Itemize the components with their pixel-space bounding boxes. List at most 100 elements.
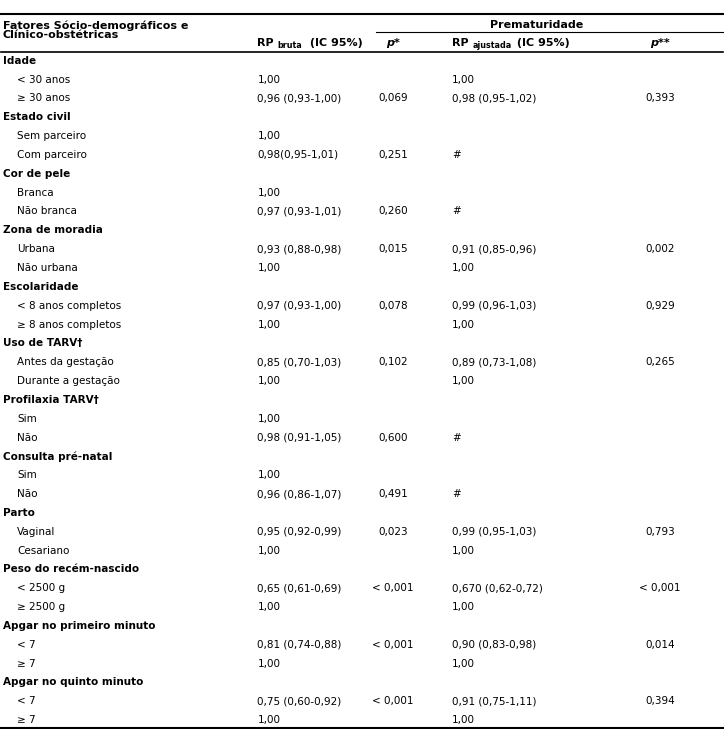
Text: Sim: Sim: [17, 414, 37, 424]
Text: 0,491: 0,491: [378, 489, 408, 499]
Text: < 7: < 7: [17, 696, 36, 706]
Text: Apgar no primeiro minuto: Apgar no primeiro minuto: [3, 621, 156, 631]
Text: 1,00: 1,00: [452, 658, 475, 668]
Text: Sem parceiro: Sem parceiro: [17, 131, 86, 141]
Text: 0,393: 0,393: [645, 93, 675, 104]
Text: Apgar no quinto minuto: Apgar no quinto minuto: [3, 677, 143, 687]
Text: Peso do recém-nascido: Peso do recém-nascido: [3, 564, 139, 574]
Text: < 7: < 7: [17, 640, 36, 650]
Text: 0,078: 0,078: [378, 300, 408, 311]
Text: 1,00: 1,00: [452, 602, 475, 612]
Text: Fatores Sócio-demográficos e: Fatores Sócio-demográficos e: [3, 20, 188, 31]
Text: (IC 95%): (IC 95%): [306, 38, 363, 47]
Text: Vaginal: Vaginal: [17, 527, 56, 537]
Text: bruta: bruta: [277, 42, 303, 50]
Text: 0,99 (0,96-1,03): 0,99 (0,96-1,03): [452, 300, 536, 311]
Text: ≥ 30 anos: ≥ 30 anos: [17, 93, 70, 104]
Text: Cesariano: Cesariano: [17, 545, 70, 555]
Text: Branca: Branca: [17, 187, 54, 198]
Text: 0,98 (0,95-1,02): 0,98 (0,95-1,02): [452, 93, 536, 104]
Text: Com parceiro: Com parceiro: [17, 150, 87, 160]
Text: 0,98(0,95-1,01): 0,98(0,95-1,01): [258, 150, 339, 160]
Text: 0,91 (0,85-0,96): 0,91 (0,85-0,96): [452, 244, 536, 254]
Text: 0,069: 0,069: [378, 93, 408, 104]
Text: 0,96 (0,93-1,00): 0,96 (0,93-1,00): [258, 93, 342, 104]
Text: RP: RP: [258, 38, 274, 47]
Text: 0,65 (0,61-0,69): 0,65 (0,61-0,69): [258, 583, 342, 593]
Text: 0,793: 0,793: [645, 527, 675, 537]
Text: Estado civil: Estado civil: [3, 112, 70, 122]
Text: (IC 95%): (IC 95%): [513, 38, 571, 47]
Text: Parto: Parto: [3, 508, 35, 518]
Text: Uso de TARV†: Uso de TARV†: [3, 338, 83, 348]
Text: 0,102: 0,102: [378, 357, 408, 367]
Text: Clínico-obstétricas: Clínico-obstétricas: [3, 30, 119, 39]
Text: 0,670 (0,62-0,72): 0,670 (0,62-0,72): [452, 583, 543, 593]
Text: 1,00: 1,00: [258, 376, 280, 386]
Text: 1,00: 1,00: [258, 545, 280, 555]
Text: Escolaridade: Escolaridade: [3, 282, 78, 292]
Text: Não: Não: [17, 432, 38, 443]
Text: Antes da gestação: Antes da gestação: [17, 357, 114, 367]
Text: ≥ 7: ≥ 7: [17, 715, 36, 725]
Text: < 0,001: < 0,001: [372, 640, 413, 650]
Text: 1,00: 1,00: [258, 470, 280, 480]
Text: 0,97 (0,93-1,00): 0,97 (0,93-1,00): [258, 300, 342, 311]
Text: RP: RP: [452, 38, 468, 47]
Text: #: #: [452, 206, 461, 217]
Text: Profilaxia TARV†: Profilaxia TARV†: [3, 395, 98, 405]
Text: 1,00: 1,00: [452, 545, 475, 555]
Text: Consulta pré-natal: Consulta pré-natal: [3, 451, 112, 462]
Text: #: #: [452, 489, 461, 499]
Text: 0,97 (0,93-1,01): 0,97 (0,93-1,01): [258, 206, 342, 217]
Text: p*: p*: [386, 38, 400, 47]
Text: 0,75 (0,60-0,92): 0,75 (0,60-0,92): [258, 696, 342, 706]
Text: 0,99 (0,95-1,03): 0,99 (0,95-1,03): [452, 527, 536, 537]
Text: 0,260: 0,260: [378, 206, 408, 217]
Text: < 30 anos: < 30 anos: [17, 74, 70, 85]
Text: Não branca: Não branca: [17, 206, 77, 217]
Text: < 8 anos completos: < 8 anos completos: [17, 300, 122, 311]
Text: Urbana: Urbana: [17, 244, 55, 254]
Text: 1,00: 1,00: [258, 715, 280, 725]
Text: 1,00: 1,00: [452, 376, 475, 386]
Text: Não: Não: [17, 489, 38, 499]
Text: 1,00: 1,00: [258, 263, 280, 273]
Text: 0,98 (0,91-1,05): 0,98 (0,91-1,05): [258, 432, 342, 443]
Text: Idade: Idade: [3, 55, 36, 66]
Text: 1,00: 1,00: [258, 414, 280, 424]
Text: < 0,001: < 0,001: [372, 583, 413, 593]
Text: ≥ 2500 g: ≥ 2500 g: [17, 602, 65, 612]
Text: Zona de moradia: Zona de moradia: [3, 225, 103, 235]
Text: ≥ 7: ≥ 7: [17, 658, 36, 668]
Text: 1,00: 1,00: [258, 131, 280, 141]
Text: 0,251: 0,251: [378, 150, 408, 160]
Text: < 0,001: < 0,001: [639, 583, 681, 593]
Text: 1,00: 1,00: [452, 715, 475, 725]
Text: 1,00: 1,00: [452, 319, 475, 330]
Text: 0,93 (0,88-0,98): 0,93 (0,88-0,98): [258, 244, 342, 254]
Text: 1,00: 1,00: [258, 74, 280, 85]
Text: 0,91 (0,75-1,11): 0,91 (0,75-1,11): [452, 696, 536, 706]
Text: 0,265: 0,265: [645, 357, 675, 367]
Text: 0,95 (0,92-0,99): 0,95 (0,92-0,99): [258, 527, 342, 537]
Text: 1,00: 1,00: [258, 658, 280, 668]
Text: #: #: [452, 432, 461, 443]
Text: 0,002: 0,002: [645, 244, 675, 254]
Text: Prematuridade: Prematuridade: [490, 20, 584, 30]
Text: ≥ 8 anos completos: ≥ 8 anos completos: [17, 319, 122, 330]
Text: 0,90 (0,83-0,98): 0,90 (0,83-0,98): [452, 640, 536, 650]
Text: < 2500 g: < 2500 g: [17, 583, 65, 593]
Text: 0,96 (0,86-1,07): 0,96 (0,86-1,07): [258, 489, 342, 499]
Text: p**: p**: [650, 38, 670, 47]
Text: 0,929: 0,929: [645, 300, 675, 311]
Text: Não urbana: Não urbana: [17, 263, 78, 273]
Text: 0,015: 0,015: [378, 244, 408, 254]
Text: 0,85 (0,70-1,03): 0,85 (0,70-1,03): [258, 357, 342, 367]
Text: 1,00: 1,00: [452, 74, 475, 85]
Text: ajustada: ajustada: [472, 42, 512, 50]
Text: 1,00: 1,00: [258, 602, 280, 612]
Text: 0,600: 0,600: [378, 432, 408, 443]
Text: 1,00: 1,00: [258, 319, 280, 330]
Text: Sim: Sim: [17, 470, 37, 480]
